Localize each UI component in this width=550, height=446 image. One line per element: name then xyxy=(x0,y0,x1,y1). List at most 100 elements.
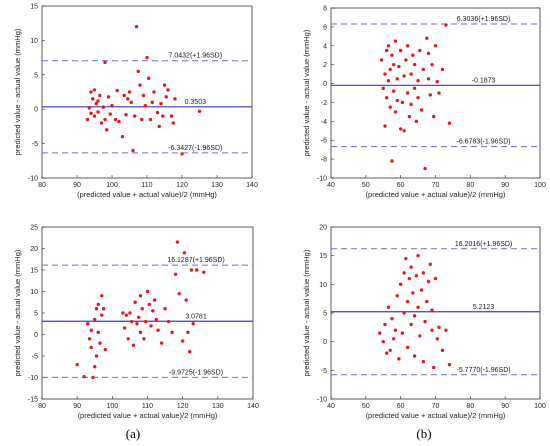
data-point xyxy=(151,309,155,313)
x-tick-label: 70 xyxy=(432,182,440,189)
data-point xyxy=(388,348,392,352)
y-tick-label: 20 xyxy=(30,246,38,253)
x-tick-label: 140 xyxy=(247,403,259,410)
data-point xyxy=(393,328,398,332)
data-point xyxy=(159,101,163,106)
x-axis-label: (predicted value + actual value)/2 (mmHg… xyxy=(366,190,506,199)
bland-altman-plot-top-left: 80 90 100 110 120 130 140 -10 -5 0 5 10 15 (predicted… xyxy=(13,4,258,200)
data-point xyxy=(184,298,188,302)
data-point xyxy=(430,62,434,67)
x-axis-label: (predicted value + actual value)/2 (mmHg… xyxy=(366,411,506,420)
data-point xyxy=(388,67,392,72)
data-point xyxy=(418,334,422,338)
data-point xyxy=(110,104,114,108)
data-point xyxy=(92,114,97,118)
x-tick-label: 90 xyxy=(73,182,81,189)
data-point xyxy=(386,44,391,48)
data-point xyxy=(159,341,164,345)
data-point xyxy=(425,299,429,304)
data-point xyxy=(96,302,100,307)
y-tick-label: 10 xyxy=(30,289,38,296)
data-point xyxy=(421,67,426,72)
data-point xyxy=(93,365,97,369)
y-tick-label: 4 xyxy=(323,43,327,50)
data-point xyxy=(405,345,410,350)
data-point xyxy=(108,112,112,116)
data-point xyxy=(152,90,156,94)
y-tick-label: -6 xyxy=(321,138,327,145)
plot-area xyxy=(41,5,253,179)
x-tick-label: 120 xyxy=(177,403,189,410)
data-point xyxy=(437,325,441,330)
data-point xyxy=(186,330,190,335)
data-point xyxy=(131,343,136,347)
data-point xyxy=(405,44,410,48)
data-point xyxy=(166,88,170,92)
data-point xyxy=(407,276,412,281)
data-point xyxy=(133,114,137,118)
data-point xyxy=(409,102,413,107)
data-point xyxy=(115,88,119,93)
y-tick-label: 10 xyxy=(319,282,327,289)
y-tick-label: 15 xyxy=(319,253,327,260)
upper-limit-label: 16.1287(+1.96SD) xyxy=(167,257,224,264)
data-point xyxy=(412,86,417,90)
data-point xyxy=(409,72,413,76)
data-point xyxy=(138,294,143,298)
data-point xyxy=(430,328,434,332)
y-tick-label: -8 xyxy=(321,157,327,164)
data-point xyxy=(397,357,401,361)
data-point xyxy=(397,64,401,69)
data-point xyxy=(92,88,97,92)
data-point xyxy=(122,93,126,98)
data-point xyxy=(392,62,396,67)
data-point xyxy=(96,110,100,114)
data-point xyxy=(120,135,125,139)
data-point xyxy=(101,307,106,311)
data-point xyxy=(425,36,429,40)
mean-label: 0.3503 xyxy=(185,99,207,106)
y-tick-label: -10 xyxy=(28,176,38,183)
data-point xyxy=(157,124,161,129)
data-point xyxy=(94,354,99,358)
data-point xyxy=(166,319,171,324)
data-point xyxy=(426,51,431,56)
data-point xyxy=(98,93,102,98)
plot-area xyxy=(330,7,541,179)
data-point xyxy=(150,100,154,105)
data-point xyxy=(402,74,406,78)
data-point xyxy=(169,114,174,118)
data-point xyxy=(135,322,139,326)
data-point xyxy=(426,77,431,81)
x-tick-label: 100 xyxy=(106,403,118,410)
x-tick-label: 100 xyxy=(534,403,546,410)
data-point xyxy=(435,79,439,84)
y-tick-label: 25 xyxy=(30,225,38,232)
y-tick-label: 15 xyxy=(30,268,38,275)
data-point xyxy=(164,95,168,99)
x-tick-label: 110 xyxy=(141,182,152,189)
data-point xyxy=(407,114,412,119)
data-point xyxy=(149,324,153,328)
data-point xyxy=(103,117,107,122)
data-point xyxy=(435,337,439,341)
data-point xyxy=(419,108,424,112)
data-point xyxy=(124,313,129,317)
x-tick-label: 130 xyxy=(211,182,223,189)
y-tick-label: 5 xyxy=(34,72,38,79)
data-point xyxy=(87,337,92,341)
data-point xyxy=(423,319,427,324)
data-point xyxy=(440,348,445,352)
upper-limit-label: 16.2016(+1.96SD) xyxy=(455,241,512,248)
data-point xyxy=(138,330,143,335)
data-point xyxy=(428,93,432,97)
y-tick-label: 5 xyxy=(323,311,327,318)
data-point xyxy=(136,69,140,74)
x-tick-label: 80 xyxy=(466,182,474,189)
y-tick-label: -10 xyxy=(317,176,327,183)
data-point xyxy=(390,53,394,57)
x-tick-label: 50 xyxy=(362,403,370,410)
x-tick-label: 60 xyxy=(397,182,405,189)
data-point xyxy=(106,95,111,99)
data-point xyxy=(409,265,413,269)
